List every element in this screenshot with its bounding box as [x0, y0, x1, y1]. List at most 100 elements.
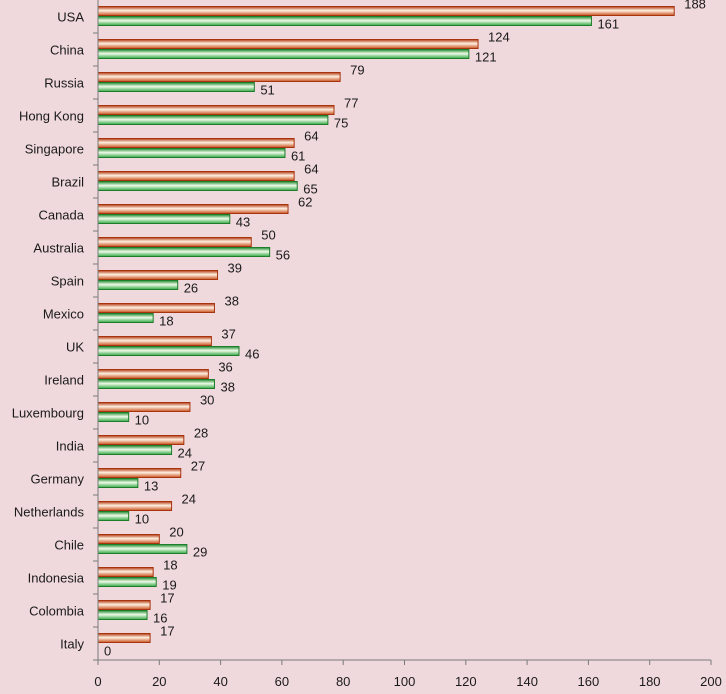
- category-label: Singapore: [25, 142, 84, 157]
- data-label: 10: [135, 413, 149, 428]
- x-tick-label: 40: [213, 674, 227, 689]
- bar-series-2: [97, 247, 271, 257]
- data-label: 77: [344, 96, 358, 111]
- data-label: 121: [475, 50, 497, 65]
- data-label: 18: [163, 558, 177, 573]
- x-tick-label: 140: [516, 674, 538, 689]
- bar-series-2: [97, 346, 240, 356]
- category-label: USA: [57, 10, 84, 25]
- bar-series-1: [97, 600, 151, 610]
- category-label: Russia: [44, 76, 85, 91]
- bar-series-1: [97, 435, 185, 445]
- bar-series-1: [97, 6, 675, 16]
- category-label: UK: [66, 340, 84, 355]
- data-label: 64: [304, 129, 318, 144]
- category-label: Netherlands: [14, 505, 85, 520]
- data-label: 38: [224, 294, 238, 309]
- x-tick-label: 120: [455, 674, 477, 689]
- data-label: 50: [261, 228, 275, 243]
- data-label: 65: [303, 182, 317, 197]
- category-label: Australia: [33, 241, 84, 256]
- category-label: Luxembourg: [12, 406, 84, 421]
- bar-series-2: [97, 148, 286, 158]
- data-label: 17: [160, 624, 174, 639]
- x-tick-label: 60: [275, 674, 289, 689]
- category-label: Germany: [31, 472, 85, 487]
- category-label: Indonesia: [28, 571, 85, 586]
- bar-series-1: [97, 336, 212, 346]
- bar-series-2: [97, 412, 130, 422]
- data-label: 188: [684, 0, 706, 12]
- data-label: 37: [221, 327, 235, 342]
- data-label: 20: [169, 525, 183, 540]
- data-label: 64: [304, 162, 318, 177]
- x-tick-label: 100: [394, 674, 416, 689]
- bar-series-2: [97, 115, 329, 125]
- category-label: Hong Kong: [19, 109, 84, 124]
- data-label: 26: [184, 281, 198, 296]
- data-label: 29: [193, 545, 207, 560]
- category-label: Canada: [38, 208, 84, 223]
- data-label: 10: [135, 512, 149, 527]
- bar-series-1: [97, 270, 219, 280]
- category-label: Ireland: [44, 373, 84, 388]
- data-label: 17: [160, 591, 174, 606]
- bar-series-1: [97, 369, 209, 379]
- bar-series-1: [97, 39, 479, 49]
- x-tick-label: 200: [700, 674, 722, 689]
- bar-series-2: [97, 82, 255, 92]
- bar-series-2: [97, 181, 298, 191]
- data-label: 46: [245, 347, 259, 362]
- x-tick-label: 80: [336, 674, 350, 689]
- bar-series-1: [97, 72, 341, 82]
- bar-series-1: [97, 204, 289, 214]
- category-label: Spain: [51, 274, 84, 289]
- axis-layer: 0 20 40 60 80 100 120 140 160 180 200: [93, 0, 722, 689]
- data-label: 19: [162, 578, 176, 593]
- bar-series-2: [97, 610, 148, 620]
- data-label: 18: [159, 314, 173, 329]
- bar-series-2: [97, 379, 215, 389]
- category-label: Italy: [60, 637, 84, 652]
- category-label: Brazil: [51, 175, 84, 190]
- data-label: 28: [194, 426, 208, 441]
- bar-series-1: [97, 105, 335, 115]
- data-label: 38: [220, 380, 234, 395]
- labels-layer: USA 188 161 China 124 121 Russia 79 51 Hong Kong 7…: [12, 0, 706, 659]
- data-label: 13: [144, 479, 158, 494]
- bar-series-1: [97, 237, 252, 247]
- bar-series-2: [97, 214, 231, 224]
- bar-series-1: [97, 534, 160, 544]
- bar-series-2: [97, 544, 188, 554]
- bar-series-1: [97, 567, 154, 577]
- bar-series-2: [97, 577, 157, 587]
- data-label: 36: [218, 360, 232, 375]
- category-label: Colombia: [29, 604, 85, 619]
- data-label: 27: [191, 459, 205, 474]
- x-tick-label: 0: [94, 674, 101, 689]
- bar-series-2: [97, 478, 139, 488]
- x-tick-label: 20: [152, 674, 166, 689]
- data-label: 61: [291, 149, 305, 164]
- bar-series-2: [97, 313, 154, 323]
- data-label: 51: [260, 83, 274, 98]
- data-label: 124: [488, 30, 510, 45]
- bar-series-1: [97, 633, 151, 643]
- category-label: China: [50, 43, 85, 58]
- bars-layer: [97, 6, 675, 643]
- bar-series-2: [97, 16, 592, 26]
- data-label: 24: [182, 492, 196, 507]
- bar-series-1: [97, 171, 295, 181]
- data-label: 39: [228, 261, 242, 276]
- data-label: 0: [104, 644, 111, 659]
- bar-series-2: [97, 445, 173, 455]
- data-label: 56: [276, 248, 290, 263]
- bar-series-2: [97, 280, 179, 290]
- category-label: India: [56, 439, 85, 454]
- data-label: 75: [334, 116, 348, 131]
- data-label: 62: [298, 195, 312, 210]
- data-label: 161: [597, 17, 619, 32]
- bar-series-2: [97, 49, 470, 59]
- data-label: 16: [153, 611, 167, 626]
